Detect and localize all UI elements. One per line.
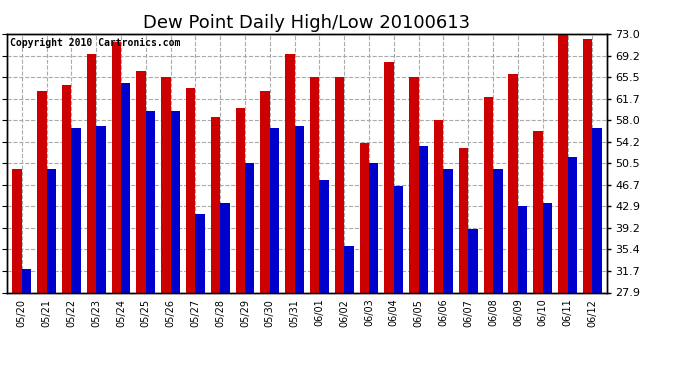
Bar [161, 77, 170, 292]
Bar [137, 71, 146, 292]
Bar [211, 117, 220, 292]
Bar [384, 62, 394, 292]
Bar [469, 229, 477, 292]
Title: Dew Point Daily High/Low 20100613: Dew Point Daily High/Low 20100613 [144, 14, 471, 32]
Bar [310, 77, 319, 292]
Bar [96, 126, 106, 292]
Bar [509, 74, 518, 292]
Bar [344, 246, 354, 292]
Bar [493, 169, 502, 292]
Bar [583, 39, 592, 292]
Bar [87, 54, 96, 292]
Bar [295, 126, 304, 292]
Bar [270, 128, 279, 292]
Bar [567, 157, 577, 292]
Bar [260, 91, 270, 292]
Bar [285, 54, 295, 292]
Bar [558, 28, 567, 292]
Bar [47, 169, 56, 292]
Bar [543, 203, 552, 292]
Bar [71, 128, 81, 292]
Bar [518, 206, 527, 292]
Bar [235, 108, 245, 292]
Bar [170, 111, 180, 292]
Bar [444, 169, 453, 292]
Bar [592, 128, 602, 292]
Bar [186, 88, 195, 292]
Bar [335, 77, 344, 292]
Bar [434, 120, 444, 292]
Bar [112, 42, 121, 292]
Bar [419, 146, 428, 292]
Bar [245, 163, 255, 292]
Bar [22, 269, 31, 292]
Bar [62, 86, 71, 292]
Bar [533, 131, 543, 292]
Bar [359, 143, 369, 292]
Bar [146, 111, 155, 292]
Bar [369, 163, 379, 292]
Bar [484, 97, 493, 292]
Bar [37, 91, 47, 292]
Bar [220, 203, 230, 292]
Bar [409, 77, 419, 292]
Bar [459, 148, 469, 292]
Bar [319, 180, 329, 292]
Bar [12, 169, 22, 292]
Bar [394, 186, 403, 292]
Bar [195, 214, 205, 292]
Bar [121, 82, 130, 292]
Text: Copyright 2010 Cartronics.com: Copyright 2010 Cartronics.com [10, 38, 180, 48]
